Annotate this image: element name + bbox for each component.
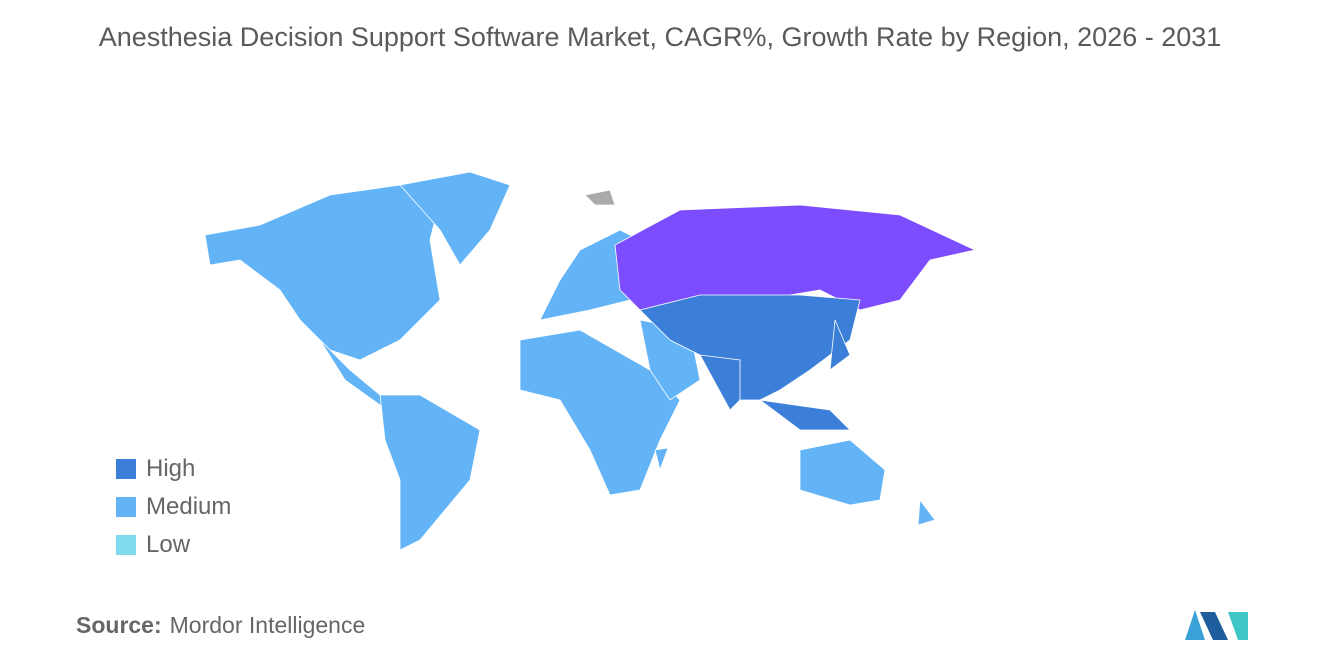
logo	[1185, 610, 1248, 640]
legend-label: Medium	[146, 493, 232, 520]
madagascar	[654, 447, 669, 472]
africa	[519, 329, 681, 496]
south-america	[379, 394, 481, 551]
greenland	[399, 171, 511, 266]
legend-item: High	[116, 450, 231, 488]
australia	[799, 439, 886, 506]
legend-label: High	[146, 455, 196, 482]
legend-swatch	[116, 459, 136, 479]
legend-item: Low	[116, 526, 231, 564]
new-zealand	[917, 498, 936, 526]
japan	[829, 319, 851, 371]
source-text: Mordor Intelligence	[169, 612, 366, 638]
source: Source: Mordor Intelligence	[76, 612, 365, 639]
legend-swatch	[116, 535, 136, 555]
north-america	[204, 184, 441, 361]
legend-item: Medium	[116, 488, 231, 526]
legend: High Medium Low	[116, 450, 231, 564]
legend-swatch	[116, 497, 136, 517]
europe	[539, 229, 641, 321]
india	[699, 354, 741, 411]
chart-title: Anesthesia Decision Support Software Mar…	[98, 22, 1222, 52]
southeast-asia	[759, 399, 851, 431]
source-label: Source:	[76, 612, 162, 638]
svalbard	[584, 189, 616, 206]
legend-label: Low	[146, 531, 191, 558]
russia	[614, 204, 977, 311]
